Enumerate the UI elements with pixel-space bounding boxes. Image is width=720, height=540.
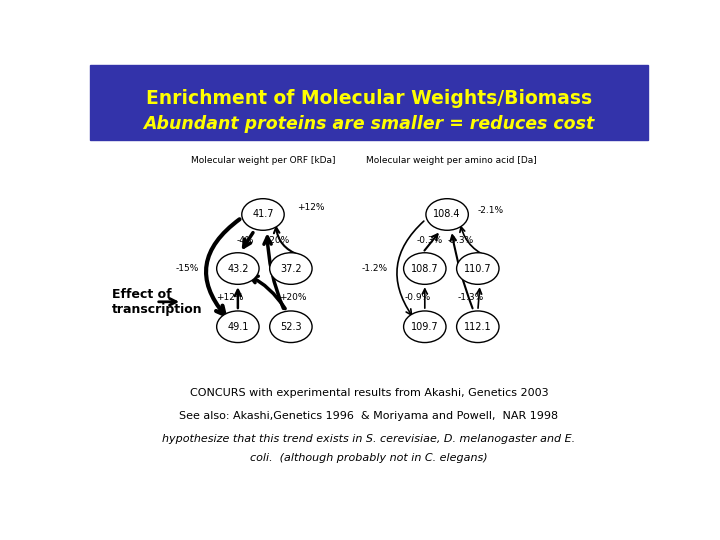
FancyArrowPatch shape	[423, 289, 427, 308]
FancyArrowPatch shape	[274, 227, 299, 255]
Text: Abundant proteins are smaller = reduces cost: Abundant proteins are smaller = reduces …	[143, 115, 595, 133]
Text: -1.3%: -1.3%	[457, 293, 484, 302]
FancyArrowPatch shape	[397, 221, 424, 315]
Text: -0.9%: -0.9%	[405, 293, 431, 302]
Text: 37.2: 37.2	[280, 264, 302, 274]
FancyArrowPatch shape	[460, 227, 492, 258]
Text: 52.3: 52.3	[280, 322, 302, 332]
FancyBboxPatch shape	[90, 65, 648, 140]
Text: hypothesize that this trend exists in S. cerevisiae, D. melanogaster and E.: hypothesize that this trend exists in S.…	[163, 434, 575, 444]
Text: Effect of
transcription: Effect of transcription	[112, 288, 203, 316]
Text: Enrichment of Molecular Weights/Biomass: Enrichment of Molecular Weights/Biomass	[146, 89, 592, 107]
Text: 109.7: 109.7	[411, 322, 438, 332]
FancyArrowPatch shape	[264, 237, 284, 308]
Circle shape	[426, 199, 468, 230]
Circle shape	[270, 253, 312, 285]
Text: 108.7: 108.7	[411, 264, 438, 274]
Text: Molecular weight per amino acid [Da]: Molecular weight per amino acid [Da]	[366, 156, 537, 165]
Text: CONCURS with experimental results from Akashi, Genetics 2003: CONCURS with experimental results from A…	[189, 388, 549, 399]
Text: 43.2: 43.2	[227, 264, 248, 274]
Text: -4%: -4%	[236, 236, 254, 245]
Text: +12%: +12%	[297, 202, 324, 212]
Circle shape	[404, 253, 446, 285]
FancyArrowPatch shape	[451, 235, 472, 308]
Text: 49.1: 49.1	[228, 322, 248, 332]
FancyArrowPatch shape	[243, 233, 253, 247]
Text: -20%: -20%	[267, 236, 290, 245]
FancyArrowPatch shape	[158, 299, 176, 305]
Circle shape	[242, 199, 284, 230]
Text: 110.7: 110.7	[464, 264, 492, 274]
Text: coli.  (although probably not in C. elegans): coli. (although probably not in C. elega…	[250, 453, 488, 463]
FancyArrowPatch shape	[235, 290, 241, 308]
Text: +12%: +12%	[216, 293, 244, 302]
Text: 112.1: 112.1	[464, 322, 492, 332]
FancyArrowPatch shape	[424, 234, 438, 251]
Circle shape	[456, 311, 499, 342]
FancyArrowPatch shape	[477, 289, 482, 308]
Text: Molecular weight per ORF [kDa]: Molecular weight per ORF [kDa]	[191, 156, 336, 165]
FancyArrowPatch shape	[251, 276, 285, 309]
Text: -15%: -15%	[176, 264, 199, 273]
Text: -3.3%: -3.3%	[447, 236, 474, 245]
Text: -2.1%: -2.1%	[477, 206, 504, 215]
Text: -1.2%: -1.2%	[361, 264, 387, 273]
Circle shape	[270, 311, 312, 342]
FancyArrowPatch shape	[206, 219, 240, 315]
Text: 41.7: 41.7	[252, 210, 274, 219]
Text: -0.3%: -0.3%	[417, 236, 443, 245]
Circle shape	[404, 311, 446, 342]
Circle shape	[456, 253, 499, 285]
Text: 108.4: 108.4	[433, 210, 461, 219]
Text: See also: Akashi,Genetics 1996  & Moriyama and Powell,  NAR 1998: See also: Akashi,Genetics 1996 & Moriyam…	[179, 411, 559, 421]
Circle shape	[217, 253, 259, 285]
Circle shape	[217, 311, 259, 342]
Text: +20%: +20%	[279, 293, 306, 302]
